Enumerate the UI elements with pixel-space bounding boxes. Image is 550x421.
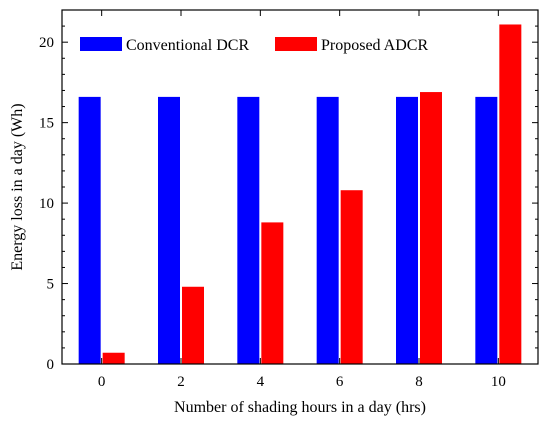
x-tick-label-6: 6 <box>336 374 344 390</box>
y-tick-label-5: 5 <box>47 277 55 293</box>
bar-conventional-dcr-10 <box>475 96 498 365</box>
x-tick-label-0: 0 <box>98 374 106 390</box>
bar-proposed-adcr-2 <box>182 286 204 364</box>
legend-swatch-proposed-adcr <box>275 37 317 51</box>
legend-swatch-conventional-dcr <box>80 37 122 51</box>
bar-conventional-dcr-4 <box>237 96 260 365</box>
legend: Conventional DCR Proposed ADCR <box>80 37 428 54</box>
bar-conventional-dcr-8 <box>396 96 418 365</box>
x-tick-label-8: 8 <box>415 374 423 390</box>
legend-label-proposed-adcr: Proposed ADCR <box>321 37 428 54</box>
bar-proposed-adcr-6 <box>340 190 363 364</box>
bar-proposed-adcr-10 <box>499 24 522 365</box>
y-tick-label-0: 0 <box>47 357 55 373</box>
bar-proposed-adcr-0 <box>102 352 125 364</box>
x-axis-label: Number of shading hours in a day (hrs) <box>174 399 426 416</box>
y-tick-label-10: 10 <box>39 196 54 212</box>
ticks-layer: 0 2 4 6 8 10 0 5 10 15 20 <box>39 10 538 390</box>
bars-layer <box>78 24 522 365</box>
y-tick-label-15: 15 <box>39 116 54 132</box>
legend-label-conventional-dcr: Conventional DCR <box>126 37 249 54</box>
y-tick-label-20: 20 <box>39 35 54 51</box>
bar-conventional-dcr-6 <box>316 96 339 365</box>
y-axis-label: Energy loss in a day (Wh) <box>9 103 26 270</box>
x-tick-label-2: 2 <box>177 374 185 390</box>
bar-conventional-dcr-0 <box>78 96 101 365</box>
bar-conventional-dcr-2 <box>158 96 180 365</box>
x-tick-label-10: 10 <box>491 374 506 390</box>
bar-proposed-adcr-8 <box>420 92 442 365</box>
x-tick-label-4: 4 <box>257 374 265 390</box>
plot-frame <box>61 9 539 365</box>
bar-proposed-adcr-4 <box>261 222 284 364</box>
